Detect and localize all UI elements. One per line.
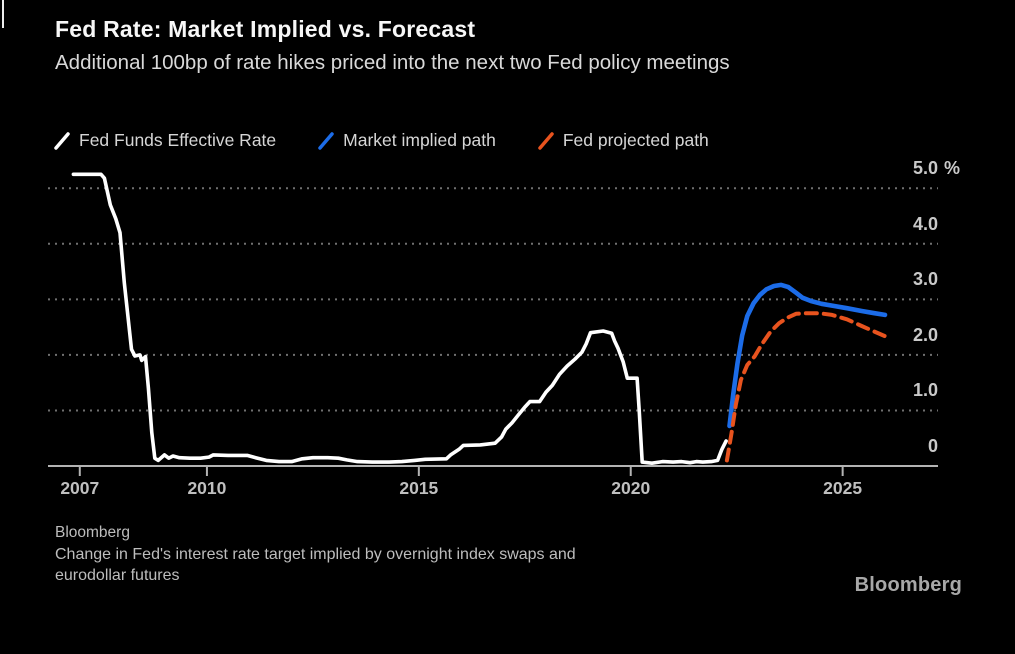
- line-swatch-icon: [538, 131, 554, 150]
- chart-footer: Bloomberg Change in Fed's interest rate …: [55, 524, 576, 587]
- x-tick-label: 2020: [611, 478, 651, 498]
- y-tick-label: 5.0: [912, 158, 938, 179]
- legend-item-fed-projected-path: Fed projected path: [536, 130, 709, 151]
- legend-label: Fed projected path: [562, 130, 709, 150]
- y-axis-unit: %: [944, 158, 961, 179]
- line-swatch-icon: [318, 131, 334, 150]
- y-tick-label: 4.0: [912, 213, 938, 234]
- y-tick-label: 1.0: [912, 380, 938, 401]
- y-tick-label: 3.0: [912, 269, 938, 290]
- source-label: Bloomberg: [55, 524, 130, 541]
- footnote-line-1: Change in Fed's interest rate target imp…: [55, 546, 576, 563]
- legend-item-fed-funds-effective-rate: Fed Funds Effective Rate: [52, 130, 276, 151]
- legend-item-market-implied-path: Market implied path: [316, 130, 496, 151]
- y-tick-label: 2.0: [912, 324, 938, 345]
- x-tick-label: 2007: [60, 478, 100, 498]
- screen-edge-artifact: [2, 0, 4, 28]
- line-swatch-icon: [54, 131, 70, 150]
- y-tick-label: 0: [927, 436, 938, 456]
- footnote-line-2: eurodollar futures: [55, 566, 180, 584]
- legend-label: Fed Funds Effective Rate: [79, 130, 277, 150]
- x-tick-label: 2010: [187, 478, 227, 498]
- x-tick-label: 2015: [399, 478, 439, 498]
- chart-subtitle: Additional 100bp of rate hikes priced in…: [55, 51, 730, 74]
- legend: Fed Funds Effective Rate Market implied …: [52, 130, 709, 151]
- legend-label: Market implied path: [343, 130, 496, 150]
- x-tick-label: 2025: [823, 478, 863, 498]
- bloomberg-logo: Bloomberg: [854, 574, 962, 596]
- chart-title: Fed Rate: Market Implied vs. Forecast: [55, 16, 476, 42]
